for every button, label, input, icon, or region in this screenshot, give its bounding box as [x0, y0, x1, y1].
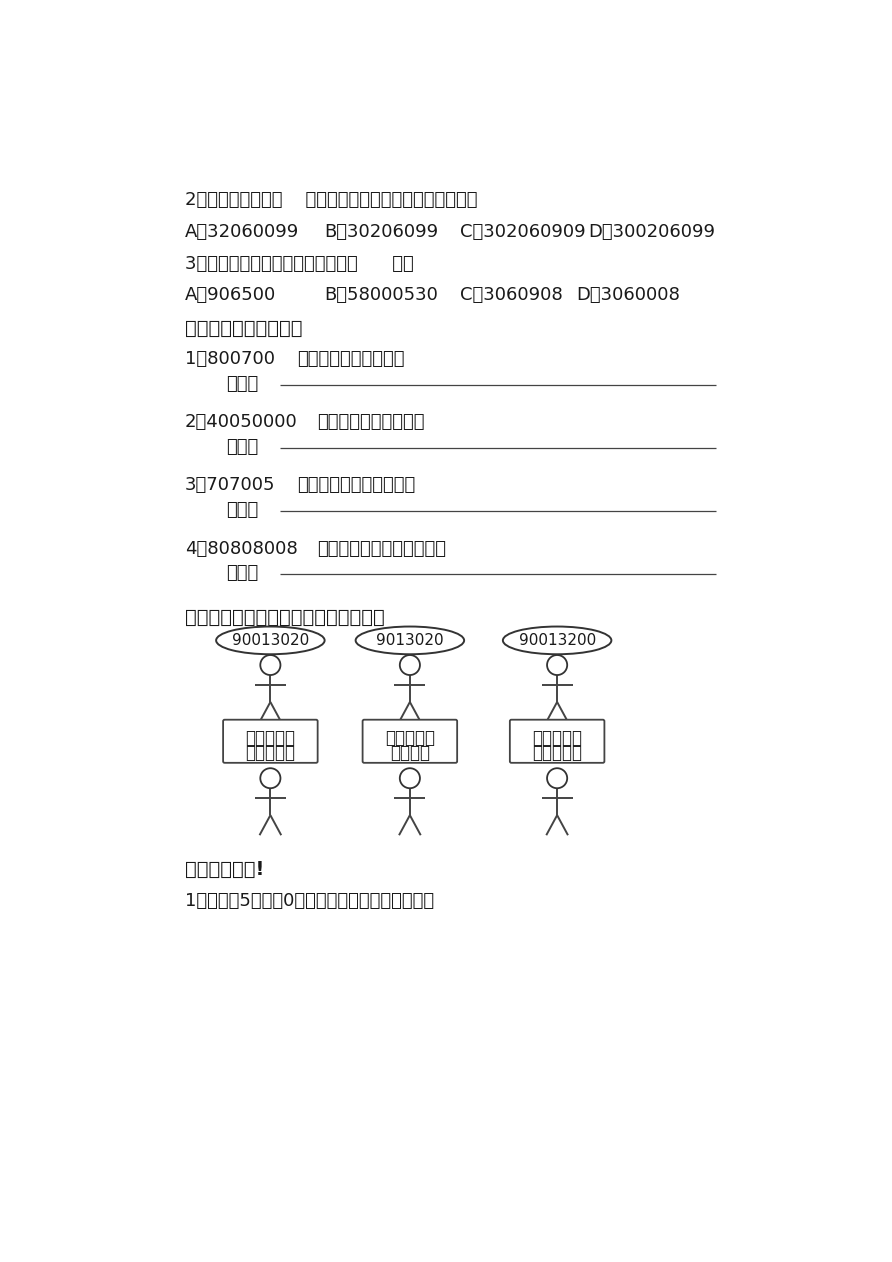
Text: 九千零一万: 九千零一万: [384, 729, 435, 747]
Text: D、300206099: D、300206099: [588, 223, 715, 241]
Text: 2、在下面数中，（    ）读作三千零二十万六千零九十九。: 2、在下面数中，（ ）读作三千零二十万六千零九十九。: [186, 192, 477, 209]
Text: B、58000530: B、58000530: [325, 286, 439, 304]
FancyBboxPatch shape: [223, 719, 318, 762]
Text: 改正：: 改正：: [227, 375, 259, 392]
Text: 4、80808008: 4、80808008: [186, 540, 298, 558]
Text: 四、改一改，数我行。: 四、改一改，数我行。: [186, 319, 302, 338]
Text: C、302060909: C、302060909: [460, 223, 586, 241]
Text: 1、800700: 1、800700: [186, 350, 275, 369]
Text: A、906500: A、906500: [186, 286, 277, 304]
Text: B、30206099: B、30206099: [325, 223, 439, 241]
FancyBboxPatch shape: [363, 719, 458, 762]
Text: 改正：: 改正：: [227, 564, 259, 582]
Text: 1、用三个5和三个0组成适合下面条件的六位数。: 1、用三个5和三个0组成适合下面条件的六位数。: [186, 892, 434, 910]
Ellipse shape: [216, 626, 325, 654]
Text: 三千零二十: 三千零二十: [533, 745, 582, 762]
Text: A、32060099: A、32060099: [186, 223, 300, 241]
FancyBboxPatch shape: [510, 719, 605, 762]
Text: 改正：: 改正：: [227, 501, 259, 519]
Ellipse shape: [503, 626, 611, 654]
Text: D、3060008: D、3060008: [576, 286, 681, 304]
Text: 90013020: 90013020: [232, 632, 309, 647]
Text: 90013200: 90013200: [518, 632, 596, 647]
Text: 九千零一万: 九千零一万: [533, 729, 582, 747]
Text: C、3060908: C、3060908: [460, 286, 563, 304]
Text: 三千二百: 三千二百: [390, 745, 430, 762]
Text: 改正：: 改正：: [227, 438, 259, 456]
Text: 读作：八百万零七千。: 读作：八百万零七千。: [298, 350, 405, 369]
Text: 2、40050000: 2、40050000: [186, 413, 298, 432]
Text: 三千零二十: 三千零二十: [245, 745, 295, 762]
Text: 六、智力冲浪!: 六、智力冲浪!: [186, 859, 265, 878]
Text: 3、下面的数中，只读一个零的是（      ）。: 3、下面的数中，只读一个零的是（ ）。: [186, 255, 414, 274]
Text: 9013020: 9013020: [376, 632, 443, 647]
Text: 读作：八千零八十八千零八: 读作：八千零八十八千零八: [317, 540, 446, 558]
Text: 五、猜一猜，电话打给谁？快连线吧！: 五、猜一猜，电话打给谁？快连线吧！: [186, 608, 384, 627]
Text: 3、707005: 3、707005: [186, 476, 276, 495]
Text: 九百零一万: 九百零一万: [245, 729, 295, 747]
Text: 读作：七十万零七千零五: 读作：七十万零七千零五: [298, 476, 416, 495]
Text: 读作：四千零零五万。: 读作：四千零零五万。: [317, 413, 425, 432]
Ellipse shape: [356, 626, 464, 654]
